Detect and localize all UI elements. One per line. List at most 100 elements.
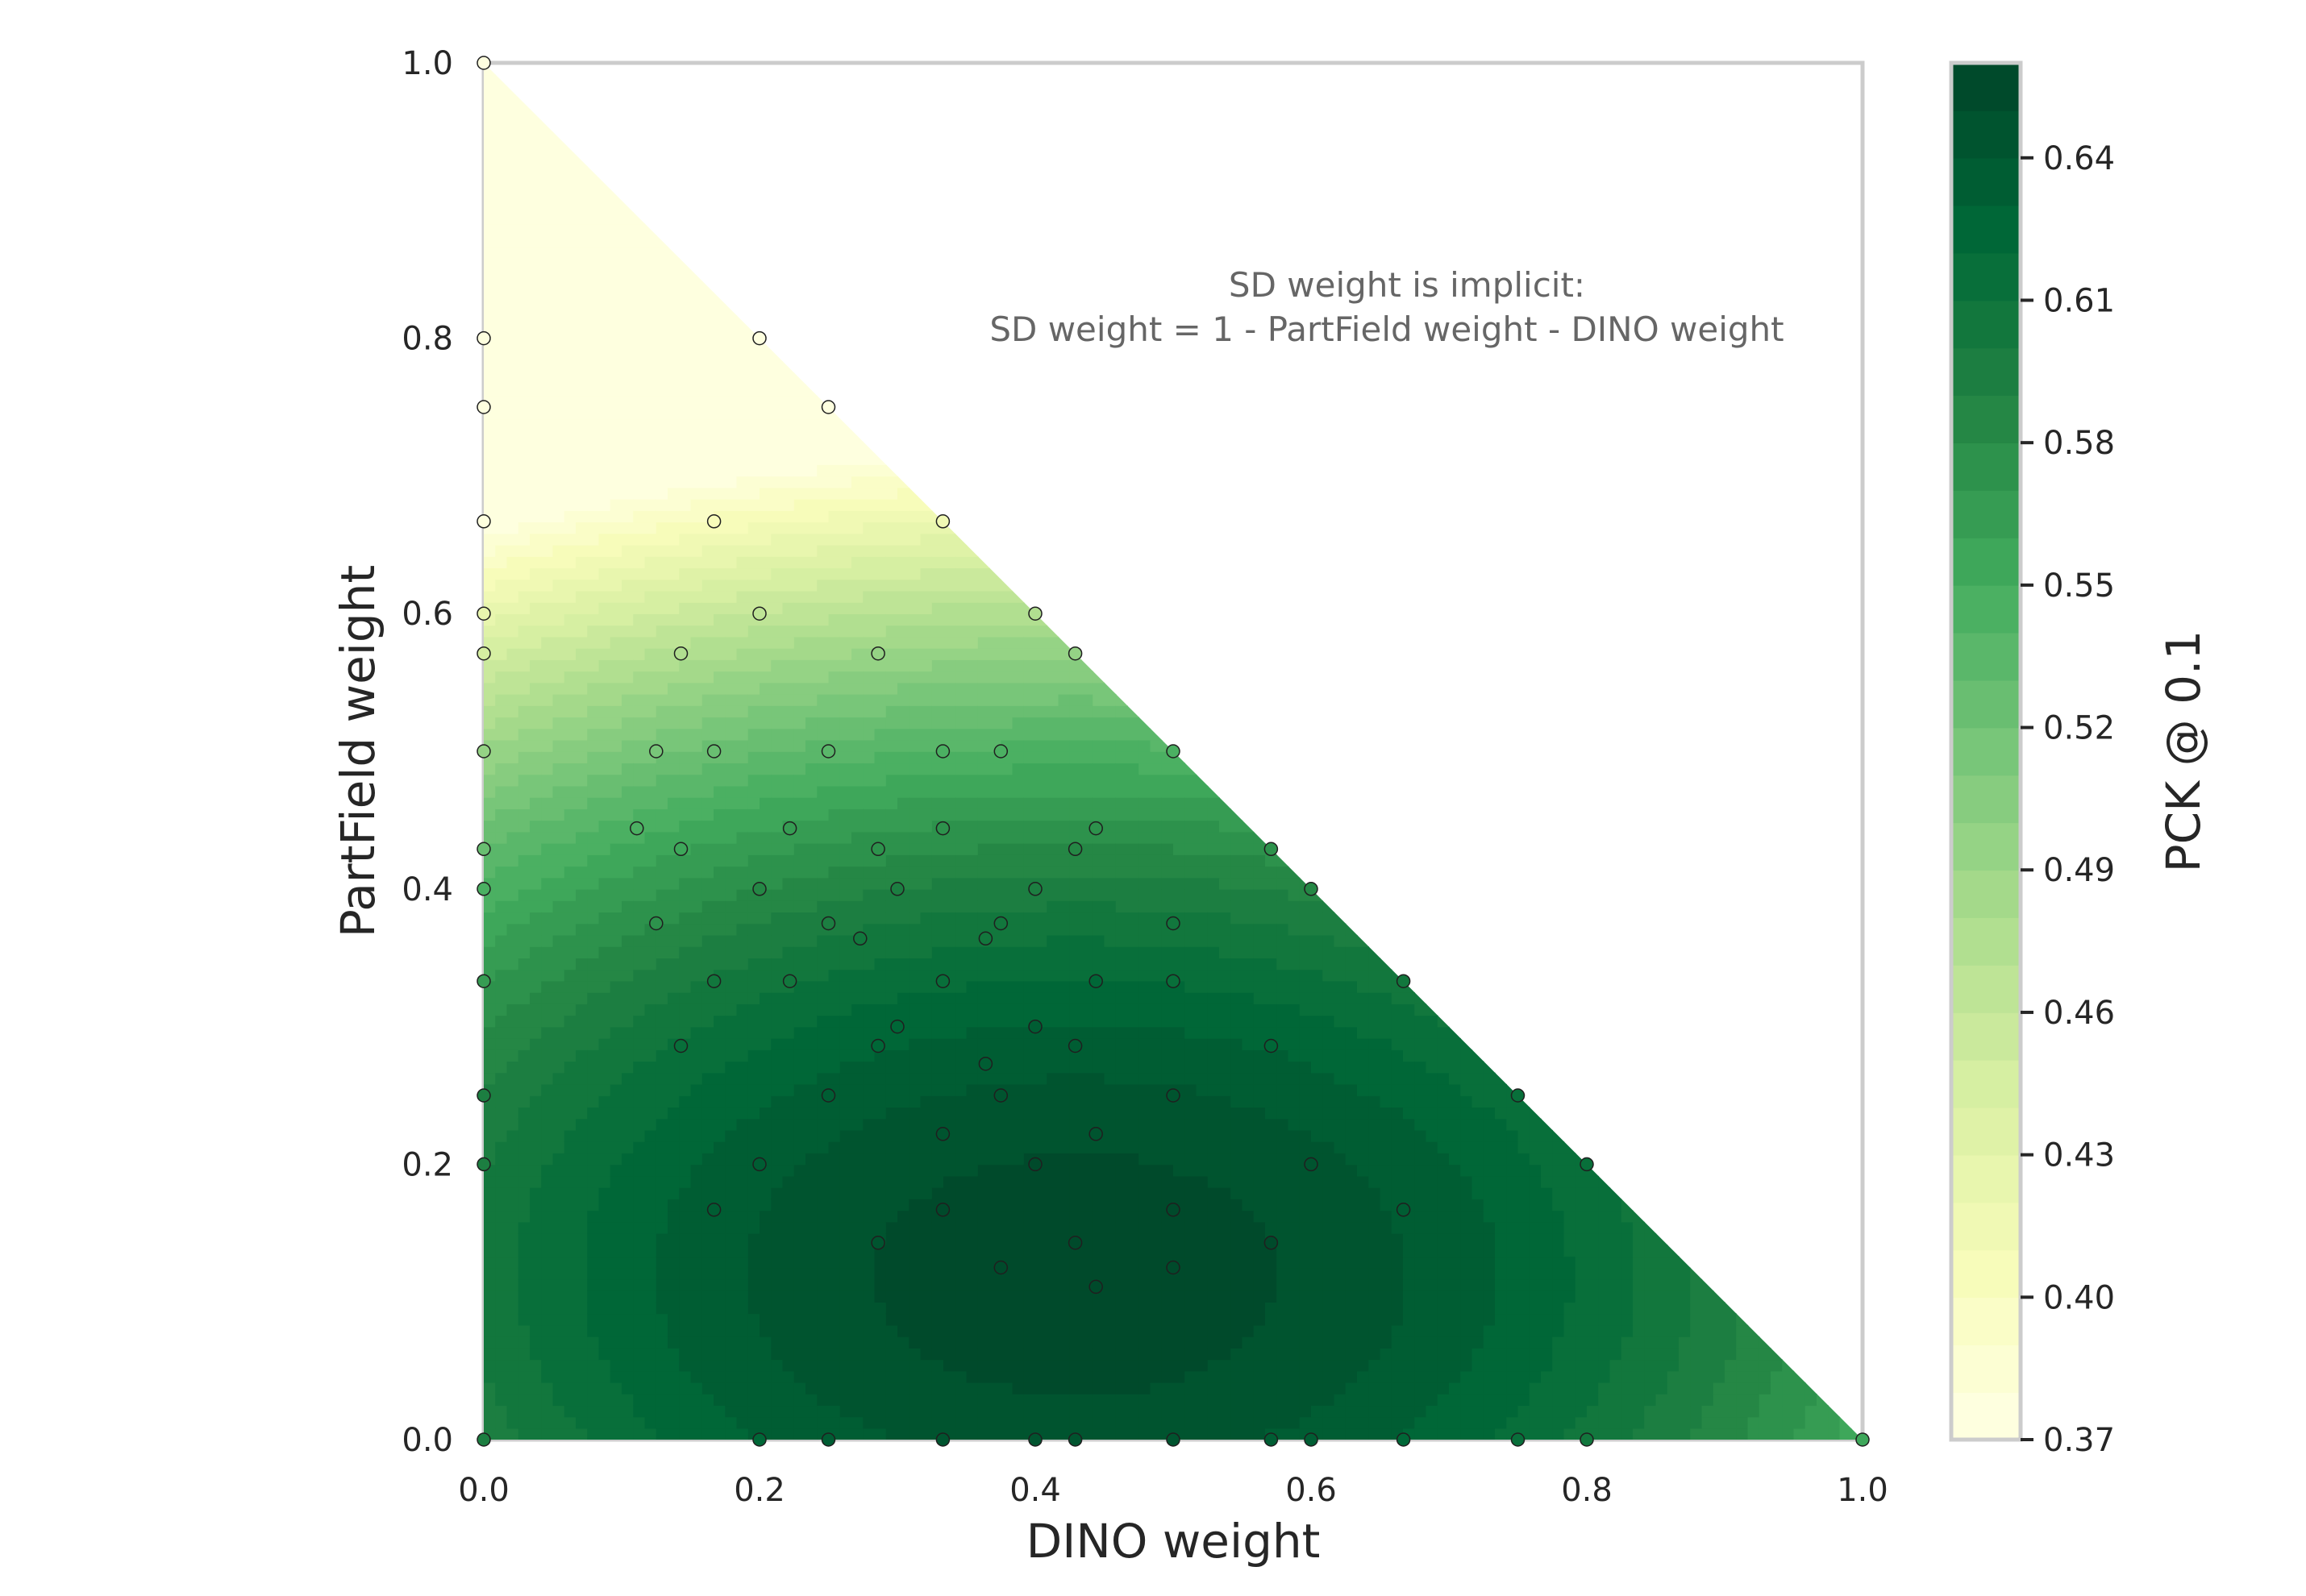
contour-cell [576, 774, 589, 787]
contour-cell [805, 1324, 818, 1337]
contour-cell [782, 1221, 795, 1234]
contour-cell [828, 831, 841, 844]
contour-cell [863, 1256, 876, 1269]
contour-cell [851, 1061, 864, 1074]
contour-cell [989, 1164, 1002, 1177]
contour-cell [714, 796, 726, 809]
contour-cell [610, 395, 622, 408]
contour-cell [541, 407, 554, 420]
contour-cell [622, 510, 635, 523]
contour-cell [943, 934, 956, 947]
contour-cell [495, 1026, 508, 1039]
contour-cell [656, 1083, 668, 1096]
contour-cell [805, 1313, 818, 1326]
contour-cell [506, 1221, 519, 1234]
contour-cell [668, 464, 681, 477]
contour-cell [863, 774, 876, 787]
contour-cell [1001, 1037, 1014, 1050]
contour-cell [760, 1359, 772, 1372]
contour-cell [760, 441, 772, 454]
contour-cell [977, 728, 990, 741]
contour-cell [587, 912, 600, 925]
contour-cell [633, 522, 646, 534]
contour-cell [506, 143, 519, 156]
contour-cell [851, 556, 864, 569]
contour-cell [909, 991, 922, 1004]
contour-cell [564, 1267, 576, 1280]
contour-cell [576, 842, 589, 855]
contour-cell [656, 303, 668, 316]
contour-cell [679, 1199, 692, 1212]
contour-cell [530, 269, 543, 282]
contour-cell [495, 349, 508, 362]
contour-cell [576, 1221, 589, 1234]
contour-cell [656, 1382, 668, 1394]
contour-cell [920, 934, 933, 947]
contour-cell [1058, 1095, 1071, 1108]
contour-cell [506, 1336, 519, 1349]
contour-cell [610, 659, 622, 672]
contour-cell [760, 1245, 772, 1257]
contour-cell [518, 866, 531, 879]
contour-cell [1012, 647, 1025, 660]
contour-cell [518, 292, 531, 305]
contour-cell [506, 1267, 519, 1280]
contour-cell [782, 1278, 795, 1291]
contour-cell [495, 1175, 508, 1188]
contour-cell [771, 969, 784, 982]
contour-cell [518, 1278, 531, 1291]
contour-cell [541, 1004, 554, 1016]
contour-cell [1023, 1382, 1036, 1394]
contour-cell [1058, 728, 1071, 741]
contour-cell [690, 808, 703, 821]
contour-cell [552, 912, 565, 925]
contour-cell [805, 441, 818, 454]
contour-cell [587, 1394, 600, 1407]
contour-cell [793, 647, 806, 660]
contour-cell [576, 1210, 589, 1223]
contour-cell [644, 636, 657, 649]
contour-cell [598, 613, 611, 626]
contour-cell [1058, 1153, 1071, 1166]
contour-cell [736, 498, 749, 511]
contour-cell [793, 510, 806, 523]
contour-cell [530, 522, 543, 534]
contour-cell [679, 430, 692, 443]
contour-cell [622, 900, 635, 913]
contour-cell [747, 1370, 760, 1383]
contour-cell [977, 900, 990, 913]
contour-cell [576, 464, 589, 477]
contour-cell [530, 831, 543, 844]
contour-cell [690, 625, 703, 638]
contour-cell [690, 464, 703, 477]
contour-cell [736, 1370, 749, 1383]
contour-cell [793, 785, 806, 798]
contour-cell [839, 796, 852, 809]
contour-cell [690, 1267, 703, 1280]
contour-cell [747, 533, 760, 546]
contour-cell [690, 1037, 703, 1050]
contour-cell [885, 1359, 898, 1372]
contour-cell [714, 430, 726, 443]
contour-cell [828, 980, 841, 993]
contour-cell [920, 1324, 933, 1337]
contour-cell [885, 763, 898, 775]
contour-cell [552, 1175, 565, 1188]
contour-cell [874, 751, 887, 764]
contour-cell [633, 476, 646, 488]
contour-cell [506, 166, 519, 179]
contour-cell [1023, 1118, 1036, 1131]
contour-cell [771, 430, 784, 443]
contour-cell [679, 923, 692, 936]
contour-cell [828, 1049, 841, 1062]
contour-cell [610, 900, 622, 913]
contour-cell [725, 522, 738, 534]
contour-cell [541, 372, 554, 385]
contour-cell [622, 1175, 635, 1188]
contour-cell [943, 1107, 956, 1120]
contour-cell [736, 923, 749, 936]
contour-cell [679, 774, 692, 787]
contour-cell [989, 785, 1002, 798]
contour-cell [725, 877, 738, 890]
contour-cell [760, 1405, 772, 1418]
